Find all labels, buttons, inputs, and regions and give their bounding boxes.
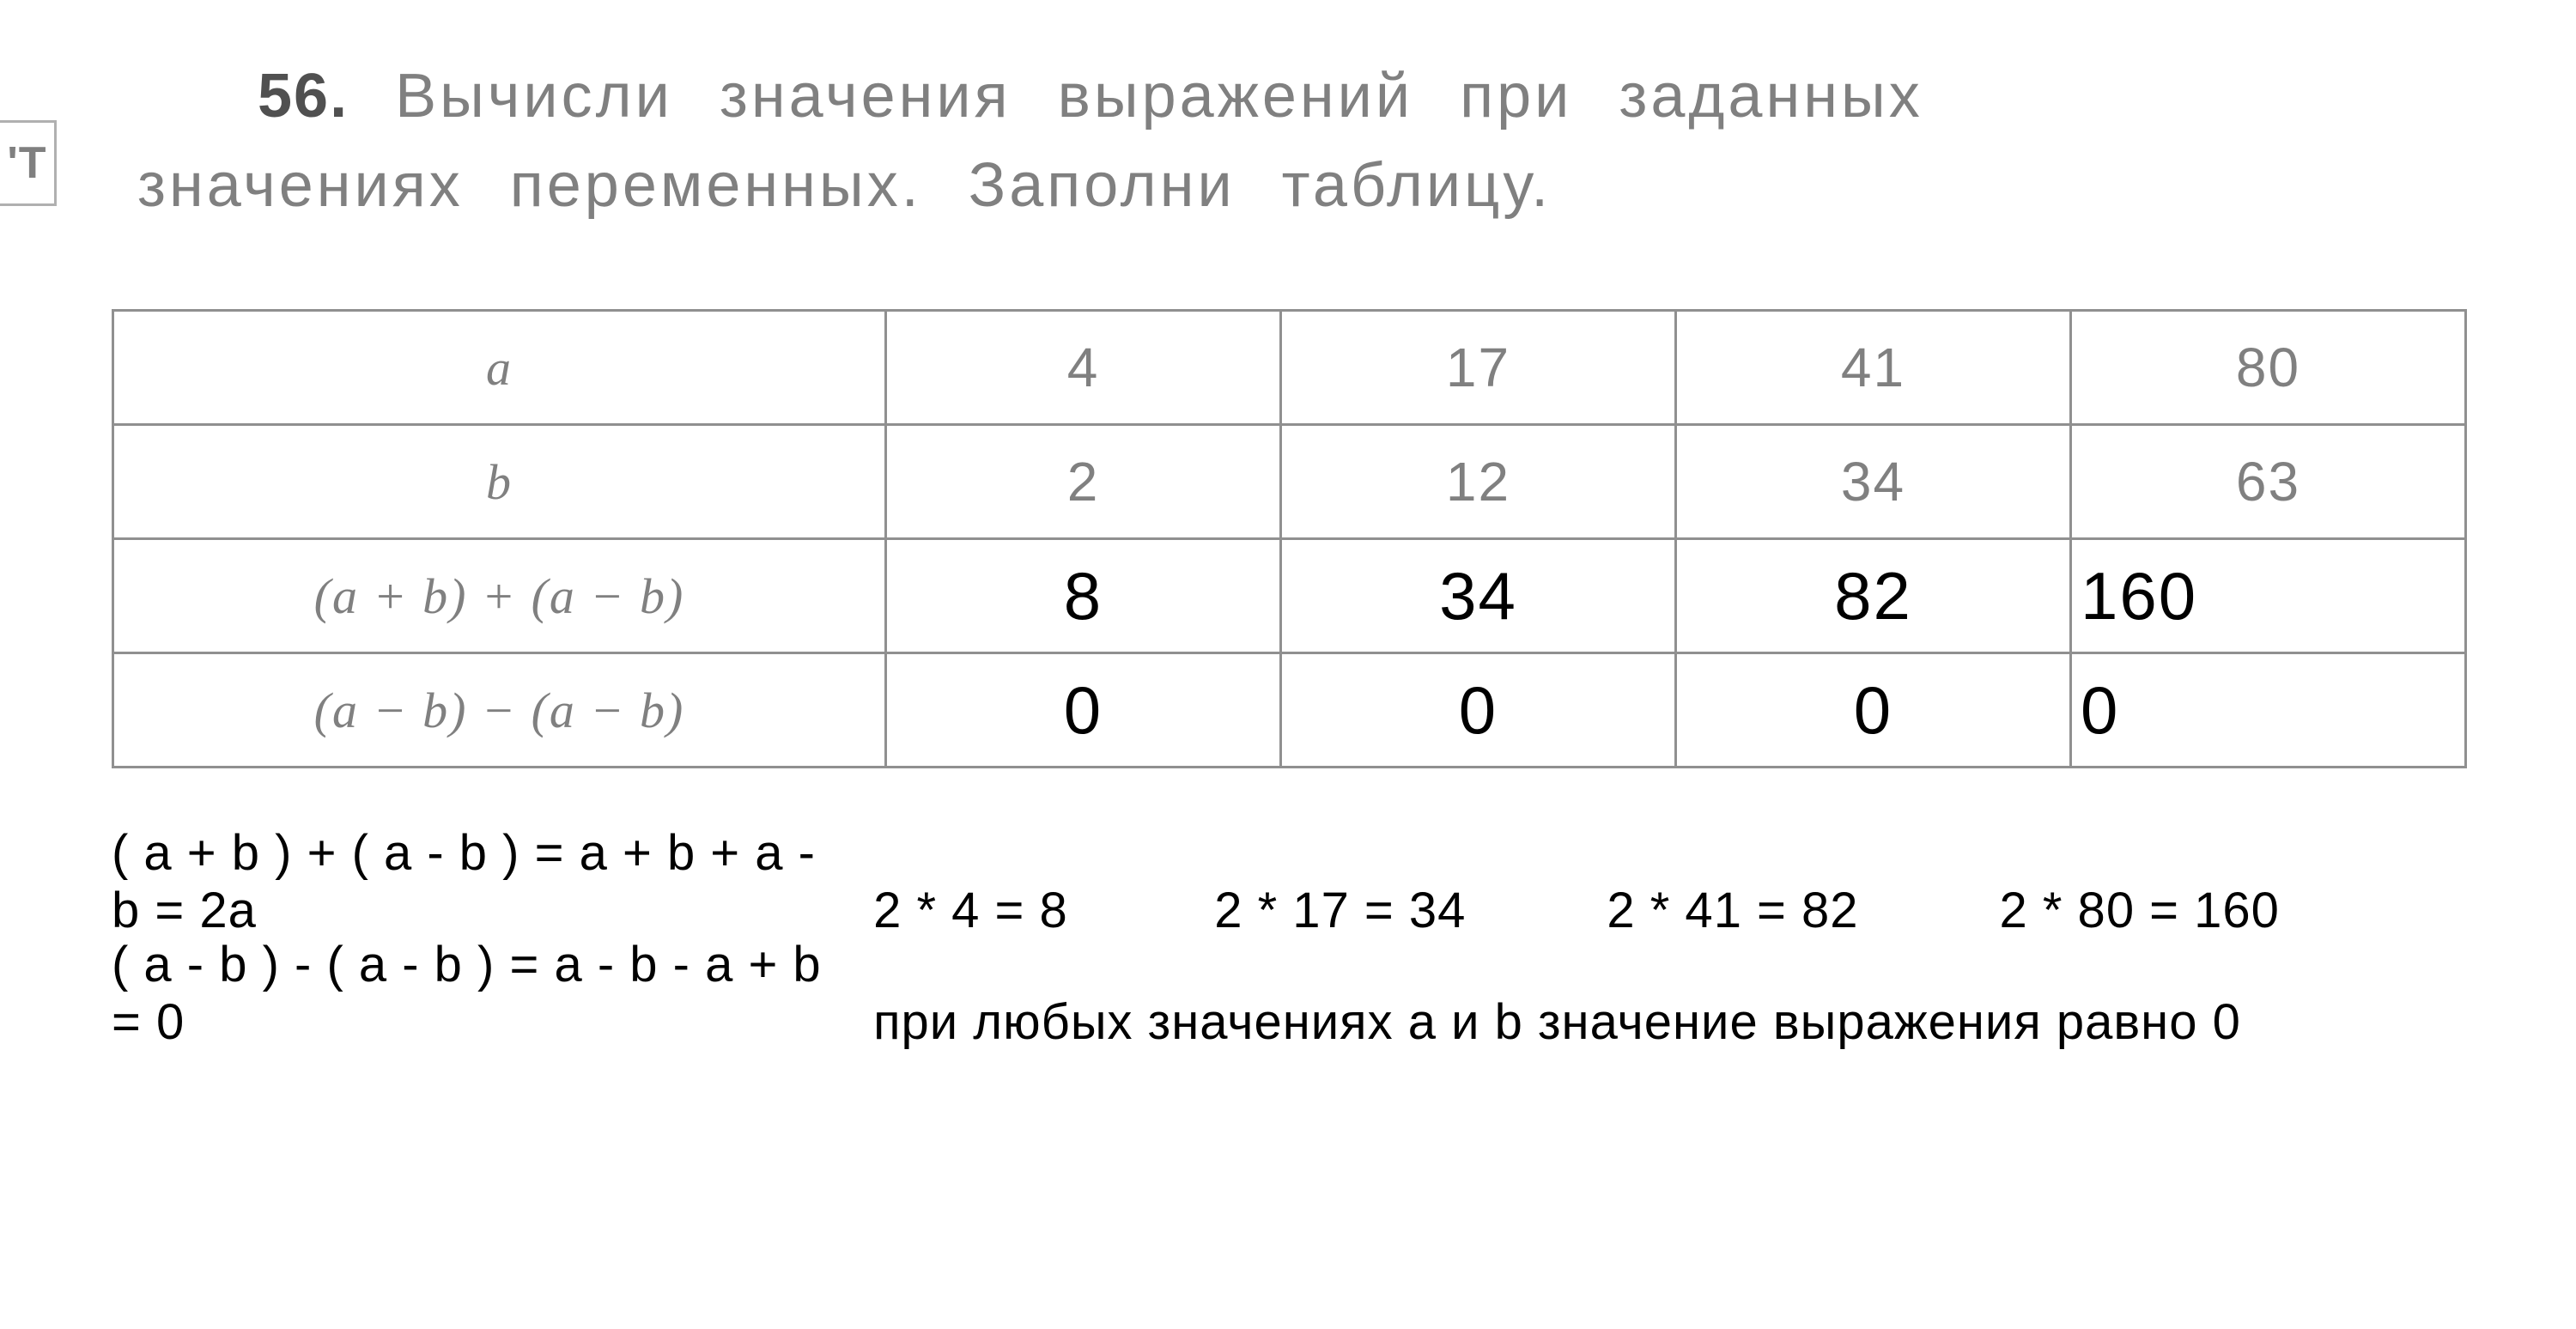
cell-a-0: 4 — [886, 311, 1281, 425]
cell-expr1-3: 160 — [2071, 539, 2466, 653]
cell-b-1: 12 — [1281, 425, 1676, 539]
table-row: (a + b) + (a − b) 8 34 82 160 — [113, 539, 2466, 653]
values-table: a 4 17 41 80 b 2 12 34 63 (a + b) + (a −… — [112, 309, 2467, 768]
cell-a-3: 80 — [2071, 311, 2466, 425]
problem-number: 56. — [258, 62, 349, 130]
page: 'Т 56. Вычисли значения выражений при за… — [0, 0, 2576, 1329]
work2-lhs: ( a - b ) - ( a - b ) = a - b - a + b = … — [112, 936, 859, 1051]
problem-line2: значениях переменных. Заполни таблицу. — [137, 151, 1552, 220]
cell-a-1: 17 — [1281, 311, 1676, 425]
cell-b-2: 34 — [1676, 425, 2071, 539]
work1-calc-1: 2 * 17 = 34 — [1214, 882, 1592, 939]
table-row: a 4 17 41 80 — [113, 311, 2466, 425]
row-label-a: a — [113, 311, 886, 425]
problem-line1: Вычисли значения выражений при заданных — [395, 62, 1923, 130]
row-label-b: b — [113, 425, 886, 539]
work1-calc-2: 2 * 41 = 82 — [1607, 882, 1984, 939]
table-row: (a − b) − (a − b) 0 0 0 0 — [113, 653, 2466, 768]
problem-statement: 56. Вычисли значения выражений при задан… — [137, 52, 2456, 231]
cell-b-0: 2 — [886, 425, 1281, 539]
cell-expr2-0: 0 — [886, 653, 1281, 768]
cell-expr2-1: 0 — [1281, 653, 1676, 768]
working-line-2: ( a - b ) - ( a - b ) = a - b - a + b = … — [112, 936, 2482, 1051]
work1-calc-3: 2 * 80 = 160 — [2000, 882, 2280, 939]
row-label-expr2: (a − b) − (a − b) — [113, 653, 886, 768]
cell-expr1-2: 82 — [1676, 539, 2071, 653]
cell-expr1-1: 34 — [1281, 539, 1676, 653]
cell-b-3: 63 — [2071, 425, 2466, 539]
table-container: a 4 17 41 80 b 2 12 34 63 (a + b) + (a −… — [112, 309, 2464, 768]
cell-expr2-2: 0 — [1676, 653, 2071, 768]
work1-lhs: ( a + b ) + ( a - b ) = a + b + a - b = … — [112, 824, 859, 939]
table-row: b 2 12 34 63 — [113, 425, 2466, 539]
row-label-expr1: (a + b) + (a − b) — [113, 539, 886, 653]
margin-tag: 'Т — [0, 120, 57, 206]
cell-expr1-0: 8 — [886, 539, 1281, 653]
cell-expr2-3: 0 — [2071, 653, 2466, 768]
work1-calc-0: 2 * 4 = 8 — [873, 882, 1200, 939]
working-line-1: ( a + b ) + ( a - b ) = a + b + a - b = … — [112, 824, 2482, 939]
cell-a-2: 41 — [1676, 311, 2071, 425]
work2-note: при любых значениях a и b значение выраж… — [873, 993, 2241, 1051]
